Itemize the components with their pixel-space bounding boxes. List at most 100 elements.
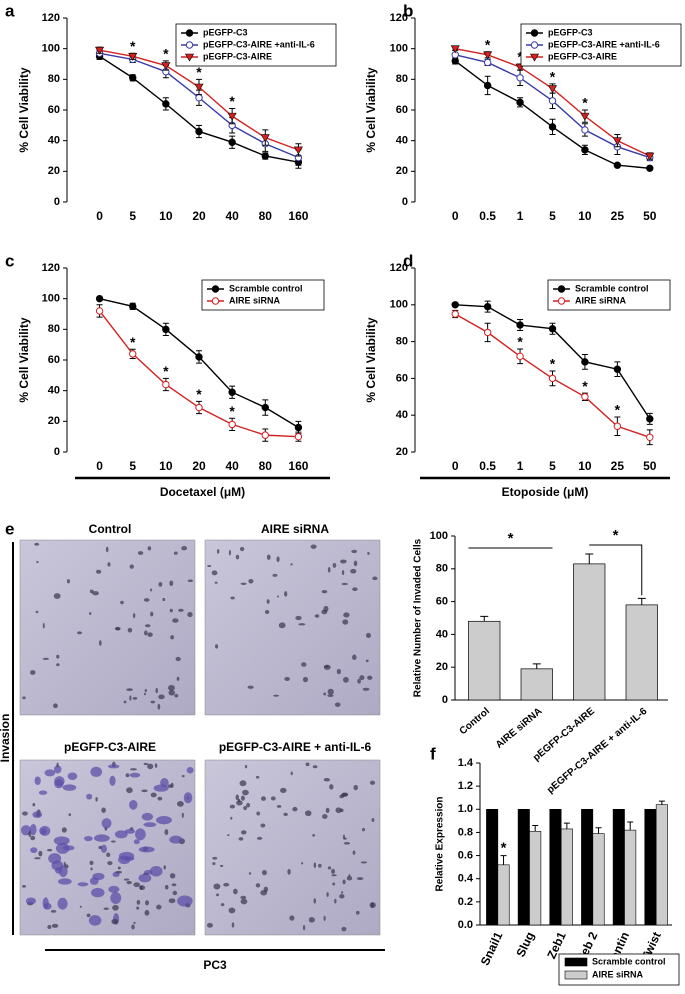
marker (228, 138, 236, 146)
cell (101, 807, 106, 813)
marker (646, 415, 654, 423)
cell (58, 878, 72, 885)
cell (94, 834, 110, 842)
marker (516, 352, 524, 361)
cell (131, 924, 135, 930)
cell (133, 921, 136, 925)
legend-label: pEGFP-C3-AIRE +anti-IL-6 (203, 39, 315, 49)
cell (86, 913, 91, 918)
cell (367, 551, 370, 555)
cell (86, 793, 93, 800)
cell (298, 623, 306, 626)
cell (352, 654, 357, 660)
cell (239, 546, 245, 552)
annotation: * (613, 527, 619, 544)
x-axis-label: Docetaxel (μM) (160, 485, 245, 499)
cell (343, 612, 350, 618)
y-tick-label: 40 (48, 135, 60, 147)
cell (342, 676, 349, 683)
legend-box (520, 23, 682, 67)
cell (61, 827, 67, 833)
legend-box (201, 279, 325, 311)
cell (318, 863, 322, 868)
cell (230, 816, 233, 820)
y-tick-label: 80 (396, 336, 408, 348)
cell (353, 560, 358, 567)
marker (646, 433, 654, 441)
cell (228, 907, 236, 914)
y-axis-label: % Cell Viability (364, 317, 378, 402)
marker (451, 310, 459, 318)
cell (212, 856, 218, 860)
marker (129, 350, 137, 358)
cell (48, 853, 62, 864)
series-line (99, 310, 299, 438)
cell (125, 773, 130, 778)
cell (216, 549, 220, 554)
cell (243, 805, 247, 811)
x-tick-label: 80 (259, 209, 273, 223)
cell (143, 762, 149, 766)
bar (573, 563, 606, 701)
cell (172, 618, 179, 623)
cell (89, 860, 94, 865)
cell (366, 632, 371, 639)
cell (186, 767, 194, 774)
cell (138, 846, 155, 853)
cell (325, 807, 330, 813)
marker (95, 46, 105, 55)
panel-letter: b (403, 1, 413, 20)
y-axis-label: % Cell Viability (364, 67, 378, 152)
marker (161, 62, 171, 71)
marker (547, 85, 558, 94)
cell (181, 546, 188, 551)
cell (143, 630, 148, 636)
marker (612, 137, 622, 146)
marker (195, 353, 203, 361)
x-tick-label: 20 (192, 459, 206, 473)
x-tick-label: 5 (129, 459, 136, 473)
cell (356, 877, 364, 881)
cell (310, 544, 317, 549)
cell (38, 850, 43, 857)
marker (293, 146, 303, 155)
cell (260, 796, 266, 801)
cell (126, 787, 133, 794)
cell (114, 626, 121, 631)
cell (42, 622, 45, 629)
legend-label: Scramble control (575, 283, 649, 293)
cell (95, 569, 102, 574)
cell (164, 884, 169, 890)
cell (238, 837, 244, 841)
annotation: * (196, 64, 202, 80)
bar (581, 808, 594, 926)
x-tick-label: 0.5 (479, 209, 496, 223)
marker (581, 146, 589, 154)
cell (369, 780, 376, 785)
x-tick-label: 20 (192, 209, 206, 223)
cell (212, 862, 216, 866)
cell (117, 866, 121, 870)
cell (302, 924, 306, 931)
cell (266, 554, 271, 560)
cell (144, 689, 147, 693)
marker (645, 152, 655, 161)
cell (323, 692, 327, 696)
y-tick-label: 40 (436, 628, 448, 640)
annotation: * (485, 36, 491, 52)
cell (158, 581, 163, 587)
image-title: pEGFP-C3-AIRE (64, 740, 156, 754)
legend-label: pEGFP-C3 (203, 27, 248, 37)
cell (32, 803, 36, 807)
cell (51, 923, 59, 928)
cell (227, 834, 230, 837)
cell (235, 794, 239, 801)
cell (240, 582, 247, 585)
cell (34, 776, 41, 785)
cell (312, 834, 316, 837)
y-tick-label: 80 (396, 73, 408, 85)
cell (68, 813, 72, 817)
marker (162, 100, 170, 108)
cell (334, 702, 341, 707)
cell (123, 878, 130, 881)
